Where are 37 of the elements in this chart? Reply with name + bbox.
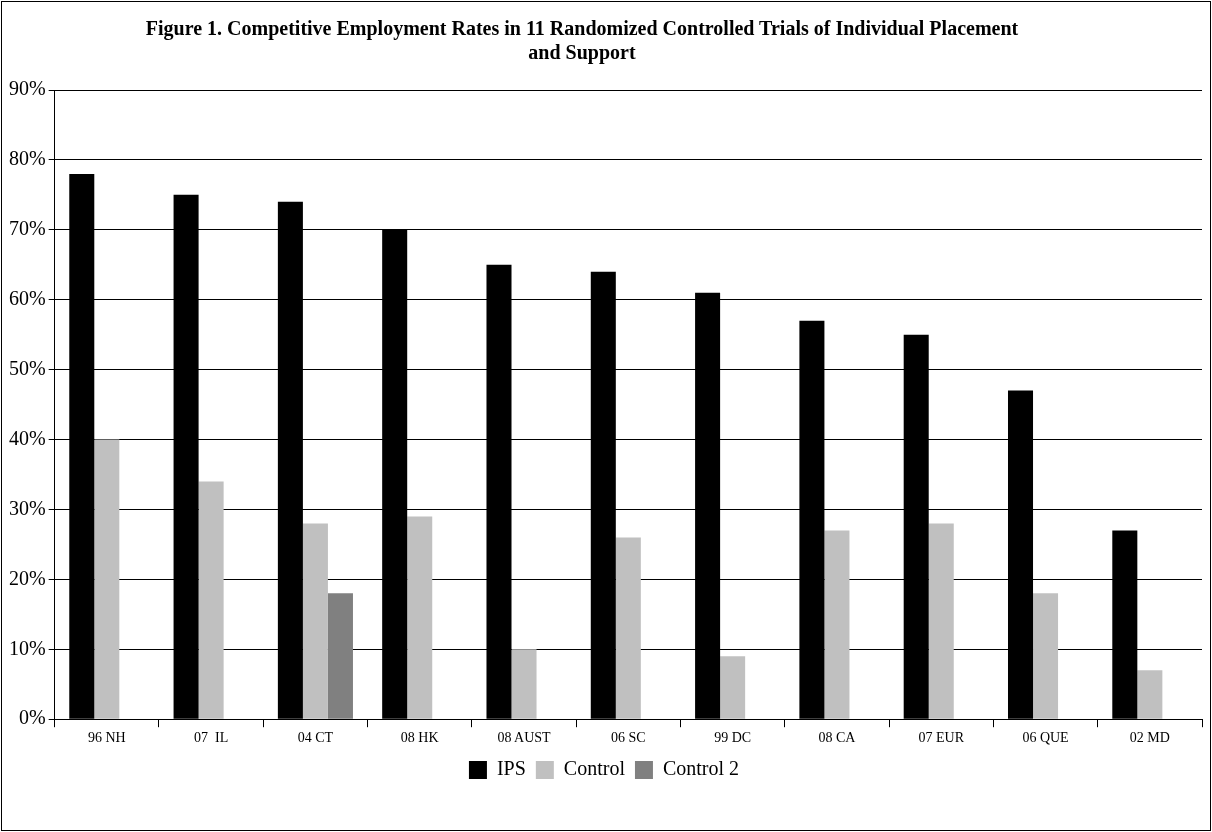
x-tick-label: 08 AUST: [497, 730, 552, 746]
bar: [720, 656, 746, 719]
chart-title: Figure 1. Competitive Employment Rates in 11 Randomized Controlled Trials of Individual Placement and Support: [144, 16, 1020, 64]
legend-label: Control: [563, 757, 626, 780]
bar: [511, 649, 537, 719]
y-tick-label: 90%: [8, 77, 46, 100]
bar: [928, 523, 954, 719]
y-tick-label: 40%: [8, 426, 46, 449]
bar: [94, 439, 120, 719]
x-tick-label: 06 QUE: [1022, 730, 1069, 746]
x-tick-label: 07 EUR: [918, 730, 965, 746]
bar: [407, 516, 433, 719]
bar: [198, 481, 224, 719]
bar: [824, 530, 850, 719]
y-tick-label: 70%: [8, 217, 46, 240]
y-tick-label: 0%: [18, 706, 46, 729]
y-tick-label: 80%: [8, 147, 46, 170]
y-tick-label: 10%: [8, 636, 46, 659]
x-tick-label: 04 CT: [297, 730, 334, 746]
y-tick-label: 30%: [8, 496, 46, 519]
y-tick-label: 60%: [8, 286, 46, 309]
x-tick-label: 96 NH: [87, 730, 126, 746]
x-tick-label: 99 DC: [714, 730, 752, 746]
legend-label: Control 2: [662, 757, 740, 780]
bar: [1137, 670, 1163, 719]
legend-label: IPS: [496, 757, 526, 780]
x-tick-label: 07 IL: [194, 730, 229, 746]
bar: [327, 593, 353, 719]
x-tick-label: 02 MD: [1129, 730, 1170, 746]
y-tick-label: 50%: [8, 356, 46, 379]
bar: [1033, 593, 1059, 719]
bar: [615, 537, 641, 719]
bar: [302, 523, 328, 719]
y-tick-label: 20%: [8, 566, 46, 589]
x-tick-label: 06 SC: [611, 730, 646, 746]
x-tick-label: 08 HK: [400, 730, 439, 746]
x-tick-label: 08 CA: [818, 730, 857, 746]
